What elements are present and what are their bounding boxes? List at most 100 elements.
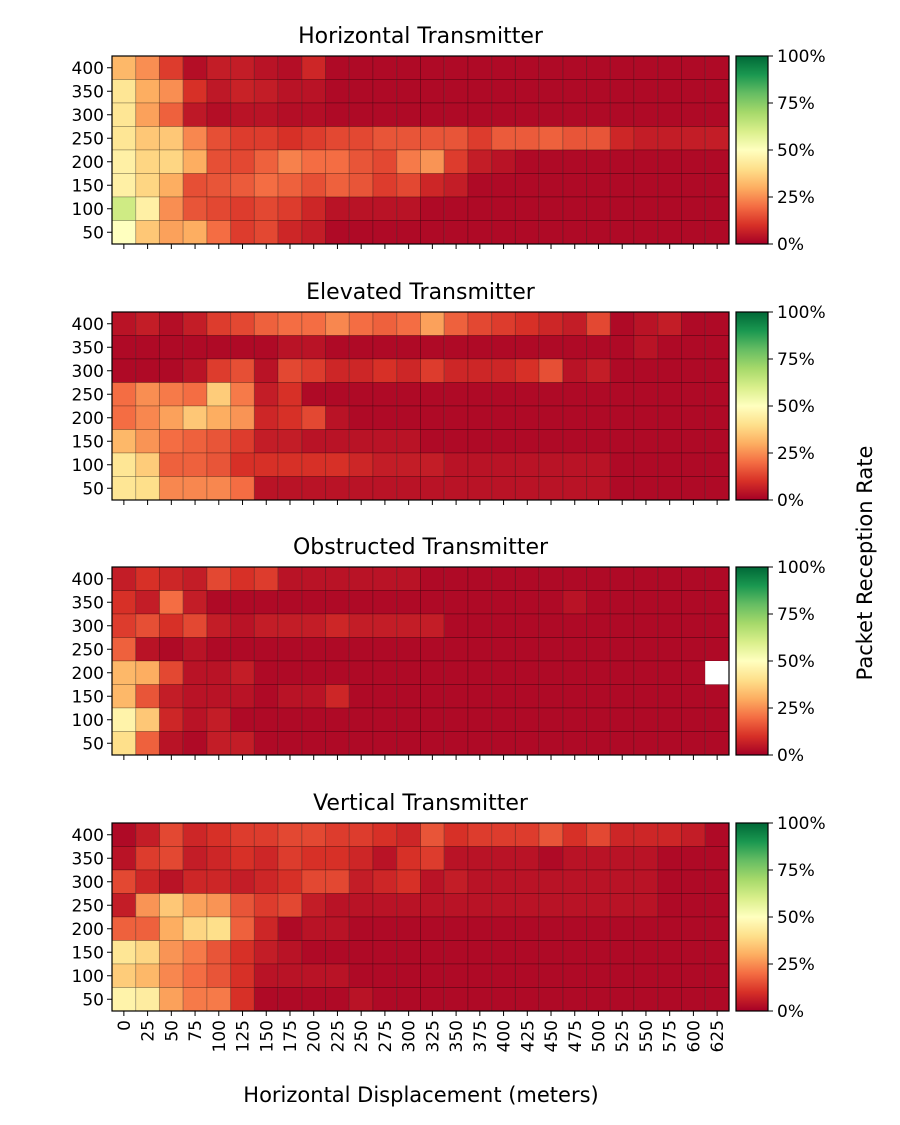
heatmap-cell (443, 707, 469, 732)
heatmap-cell (443, 940, 469, 965)
heatmap-cell (396, 731, 421, 756)
heatmap-cell (396, 637, 421, 662)
heatmap-cell (158, 126, 184, 151)
heatmap-cell (538, 707, 564, 732)
plot-frame (111, 55, 730, 245)
heatmap-cell (253, 987, 279, 1012)
heatmap-cell (586, 196, 611, 221)
heatmap-cell (681, 102, 706, 127)
heatmap-cell (135, 684, 160, 709)
heatmap-cell (396, 311, 421, 336)
heatmap-cell (467, 149, 493, 174)
heatmap-cell (301, 220, 327, 245)
heatmap-cell (182, 476, 208, 501)
heatmap-cell (372, 940, 398, 965)
heatmap-cell (467, 358, 493, 383)
heatmap-cell (135, 126, 160, 151)
heatmap-cell (348, 429, 374, 454)
heatmap-cell (443, 916, 469, 941)
heatmap-cell (681, 358, 706, 383)
heatmap-cell (467, 196, 493, 221)
heatmap-cell (538, 149, 564, 174)
heatmap-cell (420, 893, 445, 918)
heatmap-cell (586, 335, 611, 360)
heatmap-cell (158, 173, 184, 198)
heatmap-cell (704, 358, 730, 383)
heatmap-cell (491, 893, 516, 918)
heatmap-cell (348, 684, 374, 709)
heatmap-cell (230, 590, 255, 615)
heatmap-cell (467, 311, 493, 336)
heatmap-cell (467, 684, 493, 709)
heatmap-cell (325, 613, 350, 638)
heatmap-cell (538, 452, 564, 477)
heatmap-cell (253, 963, 279, 988)
heatmap-cell (681, 869, 706, 894)
heatmap-cell (681, 55, 706, 80)
heatmap-cell (158, 869, 184, 894)
heatmap-cell (348, 940, 374, 965)
heatmap-cell (158, 311, 184, 336)
heatmap-cell (704, 405, 730, 430)
heatmap-cell (396, 55, 421, 80)
heatmap-cell (514, 707, 540, 732)
heatmap-cell (253, 196, 279, 221)
heatmap-cell (301, 55, 327, 80)
heatmap-cell (538, 684, 564, 709)
heatmap-cell (206, 731, 232, 756)
heatmap-cell (230, 707, 255, 732)
heatmap-cell (681, 613, 706, 638)
heatmap-cell (562, 637, 588, 662)
heatmap-cell (562, 429, 588, 454)
heatmap-cell (562, 916, 588, 941)
heatmap-cell (253, 149, 279, 174)
heatmap-cell (111, 893, 137, 918)
heatmap-cell (182, 684, 208, 709)
heatmap-cell (681, 637, 706, 662)
heatmap-cell (372, 382, 398, 407)
heatmap-cell (420, 660, 445, 685)
heatmap-cell (633, 613, 659, 638)
heatmap-cell (609, 220, 635, 245)
heatmap-cell (111, 79, 137, 104)
x-tick-label: 325 (423, 1020, 443, 1052)
heatmap-cell (514, 637, 540, 662)
heatmap-cell (135, 916, 160, 941)
heatmap-cell (111, 684, 137, 709)
x-axis-label: Horizontal Displacement (meters) (243, 1083, 598, 1107)
heatmap-cell (538, 940, 564, 965)
heatmap-cell (135, 987, 160, 1012)
heatmap-cell (443, 613, 469, 638)
heatmap-cell (538, 311, 564, 336)
heatmap-cell (325, 566, 350, 591)
heatmap-cell (230, 126, 255, 151)
heatmap-cell (325, 822, 350, 847)
heatmap-cell (325, 707, 350, 732)
heatmap-cell (514, 149, 540, 174)
heatmap-cell (657, 220, 683, 245)
heatmap-cell (230, 846, 255, 871)
heatmap-cell (348, 452, 374, 477)
heatmap-cell (396, 613, 421, 638)
heatmap-cell (657, 79, 683, 104)
heatmap-cell (538, 196, 564, 221)
colorbar (735, 566, 769, 756)
x-tick-label: 50 (162, 1020, 182, 1042)
heatmap-cell (277, 869, 303, 894)
x-tick-label: 150 (257, 1020, 277, 1052)
heatmap-cell (491, 707, 516, 732)
heatmap-cell (135, 311, 160, 336)
plot-frame (111, 822, 730, 1012)
heatmap-cell (681, 963, 706, 988)
heatmap-cell (301, 590, 327, 615)
heatmap-cell (657, 660, 683, 685)
heatmap-cell (158, 358, 184, 383)
heatmap-cell (206, 452, 232, 477)
heatmap-cell (586, 429, 611, 454)
colorbar-tick-label: 75% (777, 94, 815, 114)
heatmap-cell (372, 590, 398, 615)
heatmap-cell (372, 335, 398, 360)
heatmap-cell (420, 731, 445, 756)
heatmap-cell (230, 613, 255, 638)
heatmap-cell (301, 869, 327, 894)
